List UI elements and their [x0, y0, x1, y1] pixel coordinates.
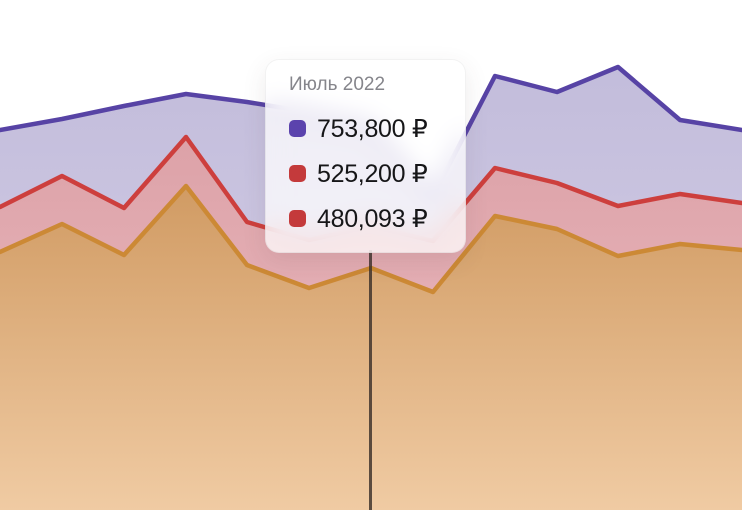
- tooltip-date-label: Июль 2022: [289, 74, 386, 95]
- series-3-swatch-icon: [289, 210, 306, 227]
- tooltip-row: 525,200 ₽: [289, 151, 447, 196]
- chart-tooltip: Июль 2022 753,800 ₽ 525,200 ₽ 480,093 ₽: [265, 59, 466, 253]
- tooltip-value: 480,093 ₽: [317, 204, 428, 233]
- tooltip-value: 753,800 ₽: [317, 114, 428, 143]
- tooltip-value: 525,200 ₽: [317, 159, 428, 188]
- series-2-swatch-icon: [289, 165, 306, 182]
- tooltip-row: 480,093 ₽: [289, 196, 447, 241]
- tooltip-row: 753,800 ₽: [289, 106, 447, 151]
- series-1-swatch-icon: [289, 120, 306, 137]
